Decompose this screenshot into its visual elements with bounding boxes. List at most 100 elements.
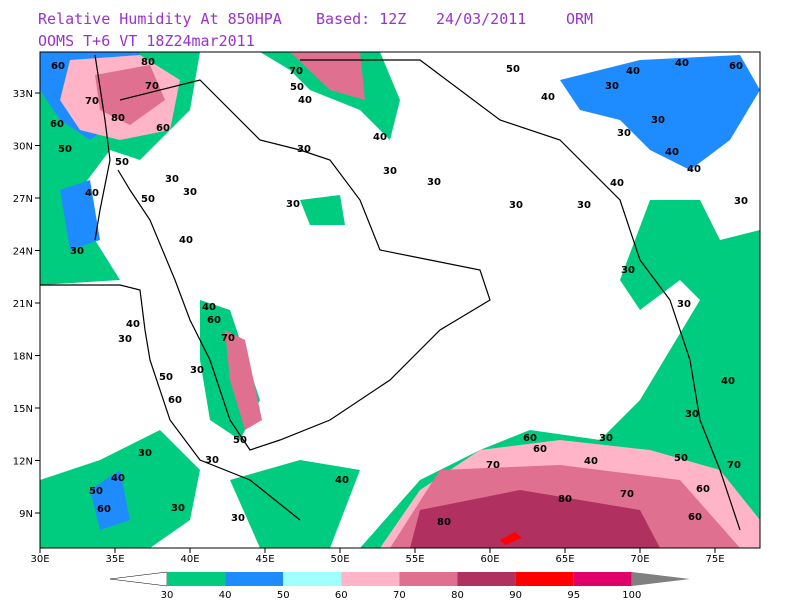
contour-label: 30 [617,128,631,139]
colorbar-label: 90 [509,590,522,600]
contour-label: 30 [427,177,441,188]
contour-label: 40 [179,235,193,246]
contour-label: 80 [111,113,125,124]
colorbar-label: 95 [567,590,580,600]
contour-label: 30 [651,115,665,126]
contour-label: 40 [126,319,140,330]
contour-label: 70 [145,81,159,92]
lat-label: 12N [13,457,33,468]
contour-label: 30 [171,503,185,514]
contour-label: 30 [286,199,300,210]
colorbar-segment [283,572,342,586]
contour-label: 80 [437,517,451,528]
contour-label: 80 [141,57,155,68]
lat-label: 9N [19,509,33,520]
contour-label: 40 [541,92,555,103]
contour-label: 70 [486,460,500,471]
contour-label: 30 [138,448,152,459]
contour-label: 50 [89,486,103,497]
contour-label: 40 [111,473,125,484]
contour-label: 50 [115,157,129,168]
contour-label: 50 [674,453,688,464]
contour-label: 40 [687,164,701,175]
lat-label: 24N [13,247,33,258]
colorbar-label: 30 [161,590,174,600]
colorbar: 30 40 50 60 70 80 90 95 100 [109,571,690,600]
title: Relative Humidity At 850HPA [38,10,282,28]
contour-label: 40 [85,188,99,199]
contour-label: 40 [721,376,735,387]
contour-label: 70 [289,66,303,77]
lat-label: 27N [13,194,33,205]
contour-label: 30 [685,409,699,420]
map [39,51,761,549]
contour-label: 70 [221,333,235,344]
colorbar-segment [167,572,226,586]
contour-label: 30 [118,334,132,345]
contour-label: 60 [523,433,537,444]
contour-label: 40 [675,58,689,69]
lat-label: 21N [13,299,33,310]
contour-label: 80 [558,494,572,505]
contour-label: 30 [70,246,84,257]
lon-label: 30E [30,554,49,565]
lon-label: 40E [180,554,199,565]
contour-label: 50 [233,435,247,446]
contour-label: 50 [290,82,304,93]
contour-label: 70 [620,489,634,500]
lon-label: 60E [480,554,499,565]
lat-label: 18N [13,352,33,363]
contour-label: 60 [688,512,702,523]
contour-label: 30 [383,166,397,177]
colorbar-label: 60 [335,590,348,600]
lon-label: 35E [105,554,124,565]
contour-label: 50 [159,372,173,383]
contour-label: 60 [51,61,65,72]
contour-label: 30 [231,513,245,524]
date: 24/03/2011 [436,10,526,28]
colorbar-segment [515,572,574,586]
contour-label: 60 [533,444,547,455]
contour-label: 40 [610,178,624,189]
contour-label: 40 [665,147,679,158]
contour-label: 30 [734,196,748,207]
contour-label: 30 [621,265,635,276]
contour-label: 30 [677,299,691,310]
lon-label: 55E [405,554,424,565]
based: Based: 12Z [316,10,406,28]
lat-label: 33N [13,89,33,100]
colorbar-segment [573,572,632,586]
lon-label: 75E [705,554,724,565]
contour-label: 70 [85,96,99,107]
contour-label: 50 [141,194,155,205]
contour-label: 60 [168,395,182,406]
lon-label: 45E [255,554,274,565]
colorbar-label: 100 [622,590,641,600]
lat-label: 30N [13,142,33,153]
contour-label: 30 [183,187,197,198]
contour-label: 30 [599,433,613,444]
contour-label: 50 [58,144,72,155]
colorbar-label: 40 [219,590,232,600]
colorbar-label: 80 [451,590,464,600]
contour-label: 40 [335,475,349,486]
contour-label: 30 [297,144,311,155]
contour-label: 50 [506,64,520,75]
contour-label: 30 [190,365,204,376]
lat-label: 15N [13,404,33,415]
contour-label: 30 [605,81,619,92]
contour-label: 40 [298,95,312,106]
contour-label: 60 [696,484,710,495]
contour-label: 40 [373,132,387,143]
center: ORM [566,10,593,28]
contour-label: 60 [729,61,743,72]
lon-label: 65E [555,554,574,565]
lon-label: 50E [330,554,349,565]
contour-label: 60 [97,504,111,515]
colorbar-segment [399,572,458,586]
contour-label: 30 [509,200,523,211]
colorbar-segment [341,572,400,586]
contour-label: 40 [202,302,216,313]
contour-label: 70 [727,460,741,471]
